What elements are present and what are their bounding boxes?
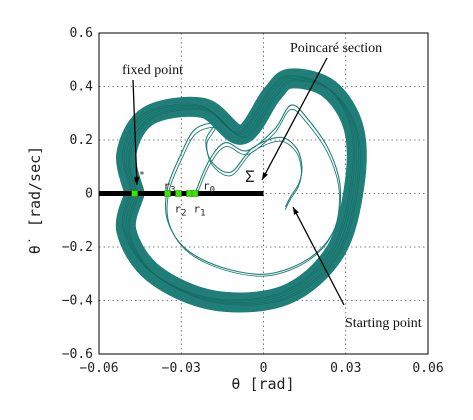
- section-point-label: r3: [164, 180, 176, 196]
- transient-orbit: [164, 104, 342, 275]
- y-tick-label: 0.4: [70, 80, 94, 95]
- section-point-r0: [191, 190, 199, 197]
- band-strand: [121, 75, 354, 301]
- annotation-arrows: [132, 57, 345, 306]
- section-point-label: r0: [203, 180, 215, 196]
- x-tick-label: 0.06: [412, 361, 443, 376]
- section-point-rstar: [131, 190, 138, 197]
- fixed-point-annotation: fixed point: [122, 63, 183, 78]
- y-tick-label: −0.4: [62, 294, 93, 309]
- trajectory-layer: [115, 68, 367, 313]
- poincare-section-annotation: Poincaré section: [290, 41, 382, 56]
- section-point-r3: [164, 190, 171, 197]
- tick-labels: −0.06 −0.03 0 0.03 0.06 0.6 0.4 0.2 0 −0.2 −0.4 −0.…: [62, 26, 444, 376]
- band-strand: [129, 80, 361, 306]
- x-tick-label: −0.06: [79, 361, 118, 376]
- y-axis-label: θ˙ [rad/sec]: [26, 146, 44, 254]
- poincare-section-arrow: [261, 57, 328, 181]
- y-tick-label: 0: [85, 187, 93, 202]
- y-tick-label: 0.2: [70, 133, 93, 148]
- x-axis-label: θ [rad]: [231, 375, 294, 393]
- section-point-r1: [186, 190, 193, 197]
- transient-orbit-strand: [166, 108, 340, 277]
- section-point-label: r2: [175, 203, 187, 219]
- band-strand: [123, 76, 356, 302]
- section-point-label: r1: [193, 203, 205, 219]
- poincare-section-arrow-head: [262, 172, 268, 180]
- y-tick-label: 0.6: [70, 26, 93, 41]
- y-tick-label: −0.6: [62, 347, 93, 362]
- sigma-label: Σ: [245, 167, 255, 186]
- starting-point-arrow: [292, 206, 345, 306]
- band-strand: [125, 78, 358, 303]
- starting-point-annotation: Starting point: [345, 316, 422, 331]
- fixed-point-arrow: [132, 79, 138, 186]
- fixed-point-arrow-head: [133, 177, 140, 185]
- x-tick-label: −0.03: [162, 361, 201, 376]
- starting-point-arrow-head: [293, 207, 299, 215]
- x-tick-label: 0: [260, 361, 268, 376]
- section-point-r2: [175, 190, 182, 197]
- x-tick-label: 0.03: [330, 361, 361, 376]
- y-tick-label: −0.2: [62, 240, 93, 255]
- band-strand: [127, 79, 360, 305]
